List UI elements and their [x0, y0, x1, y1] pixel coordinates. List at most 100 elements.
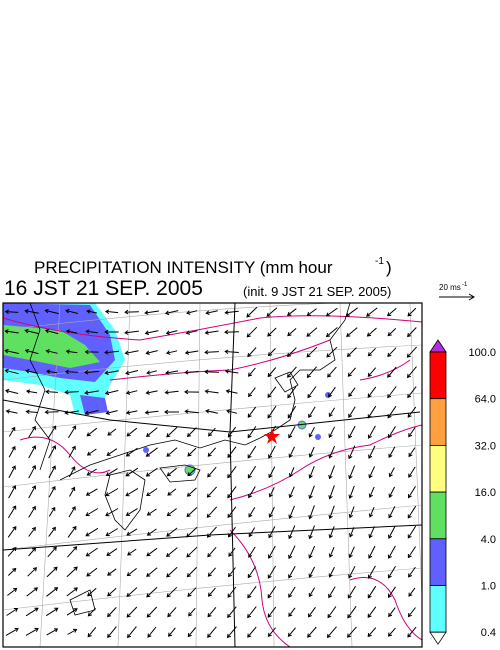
- wind-arrow: [388, 525, 396, 539]
- wind-arrow: [407, 546, 417, 559]
- wind-arrow: [268, 466, 276, 479]
- colorbar-segment: [429, 491, 447, 540]
- wind-arrow: [184, 409, 199, 414]
- wind-arrow: [188, 607, 196, 617]
- wind-arrow: [186, 546, 198, 558]
- wind-arrow: [48, 485, 56, 498]
- wind-arrow: [8, 465, 16, 479]
- wind-arrow: [86, 448, 97, 456]
- wind-arrow: [124, 330, 139, 335]
- wind-arrow: [86, 468, 97, 476]
- wind-arrow: [407, 626, 417, 638]
- wind-arrow: [306, 346, 318, 358]
- wind-arrow: [367, 585, 377, 599]
- wind-arrow: [387, 545, 396, 559]
- wind-arrow: [166, 467, 177, 477]
- wind-arrow: [227, 586, 237, 598]
- colorbar-segment: [429, 538, 447, 586]
- wind-arrow: [407, 406, 417, 418]
- wind-arrow: [387, 627, 396, 637]
- wind-arrow: [85, 547, 98, 557]
- wind-arrow: [144, 410, 159, 415]
- wind-arrow: [328, 485, 335, 500]
- wind-arrow: [348, 387, 356, 398]
- wind-arrow: [325, 327, 338, 338]
- wind-arrow: [326, 346, 338, 358]
- wind-arrow: [408, 427, 416, 438]
- wind-arrow: [165, 547, 178, 557]
- wind-arrow: [308, 406, 316, 419]
- reference-vector-label: 20 ms: [439, 283, 461, 292]
- wind-arrow: [288, 446, 295, 459]
- colorbar-label: 0.4: [481, 627, 496, 639]
- wind-arrow: [224, 369, 239, 374]
- wind-arrow: [104, 309, 119, 314]
- wind-arrow: [85, 329, 98, 334]
- wind-arrow: [4, 329, 19, 334]
- valid-time: 16 JST 21 SEP. 2005: [4, 277, 203, 300]
- wind-arrow: [247, 606, 257, 619]
- wind-arrow: [125, 410, 138, 415]
- wind-arrow: [67, 628, 78, 635]
- colorbar-label: 32.0: [475, 440, 496, 452]
- wind-arrow: [28, 485, 36, 499]
- wind-arrow: [25, 627, 39, 636]
- wind-arrow: [367, 425, 376, 439]
- wind-arrow: [288, 586, 296, 598]
- wind-arrow: [187, 627, 197, 638]
- wind-arrow: [288, 565, 296, 579]
- wind-arrow: [387, 386, 397, 399]
- wind-arrow: [288, 426, 296, 439]
- wind-arrow: [84, 349, 99, 355]
- wind-arrow: [44, 308, 59, 315]
- wind-arrow: [388, 506, 396, 519]
- wind-arrow: [105, 528, 118, 537]
- wind-arrow: [166, 586, 178, 598]
- wind-arrow: [187, 447, 197, 457]
- title-superscript: -1: [375, 256, 384, 267]
- colorbar-label: 64.0: [475, 394, 496, 406]
- wind-arrow: [247, 406, 257, 418]
- wind-arrow: [307, 386, 317, 399]
- reference-vector-superscript: -1: [462, 282, 468, 288]
- wind-arrow: [107, 626, 117, 639]
- wind-arrow: [288, 545, 296, 560]
- wind-arrow: [246, 326, 258, 338]
- wind-arrow: [126, 528, 138, 536]
- wind-arrow: [227, 446, 237, 459]
- wind-arrow: [226, 626, 237, 639]
- wind-arrow: [327, 606, 337, 619]
- wind-arrow: [107, 607, 117, 618]
- colorbar-label: 100.0: [468, 347, 496, 359]
- wind-arrow: [146, 508, 157, 516]
- wind-arrow: [328, 426, 336, 439]
- wind-arrow: [186, 526, 198, 538]
- wind-vectors: [4, 306, 417, 639]
- wind-arrow: [247, 347, 257, 358]
- wind-arrow: [368, 466, 376, 479]
- wind-arrow: [406, 366, 417, 379]
- wind-arrow: [227, 606, 237, 619]
- wind-arrow: [346, 347, 357, 358]
- wind-arrow: [407, 307, 417, 317]
- wind-arrow: [127, 548, 137, 556]
- wind-arrow: [366, 307, 378, 317]
- wind-arrow: [164, 409, 179, 415]
- wind-arrow: [227, 466, 237, 479]
- wind-arrow: [125, 390, 138, 395]
- wind-arrow: [207, 587, 216, 597]
- wind-arrow: [288, 607, 296, 617]
- wind-arrow: [66, 587, 78, 597]
- wind-arrow: [147, 626, 157, 638]
- map-frame: [2, 302, 423, 648]
- wind-arrow: [207, 606, 217, 618]
- wind-arrow: [105, 410, 118, 415]
- wind-arrow: [46, 587, 59, 597]
- wind-arrow: [24, 348, 39, 355]
- wind-arrow: [348, 425, 356, 439]
- wind-arrow: [308, 566, 316, 578]
- wind-arrow: [84, 370, 99, 375]
- wind-arrow: [388, 607, 396, 618]
- wind-arrow: [248, 367, 256, 377]
